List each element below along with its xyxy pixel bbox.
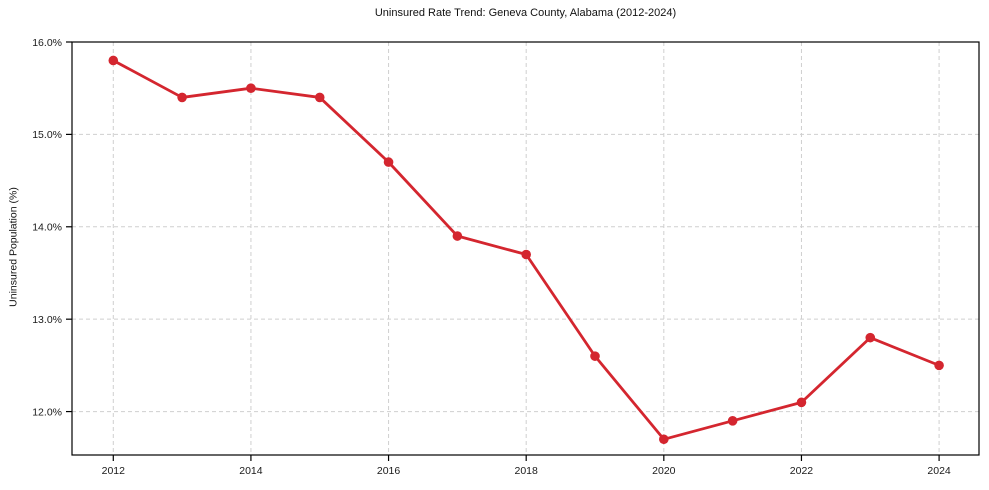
data-point-2016	[383, 157, 394, 167]
data-point-2015	[314, 92, 325, 103]
y-tick-label: 12.0%	[32, 406, 62, 418]
data-point-2023	[865, 332, 876, 343]
y-tick-label: 13.0%	[32, 314, 62, 326]
data-point-2024	[934, 360, 944, 371]
x-tick-label: 2020	[652, 465, 676, 477]
x-tick-label: 2012	[102, 465, 126, 477]
data-point-2020	[659, 434, 669, 445]
x-tick-label: 2022	[790, 465, 814, 477]
x-tick-label: 2016	[377, 465, 401, 477]
data-point-2022	[796, 397, 807, 408]
data-point-2013	[177, 92, 187, 103]
x-tick-label: 2018	[515, 465, 539, 477]
plot-border	[71, 41, 980, 456]
data-point-2014	[246, 83, 256, 93]
data-point-2019	[590, 351, 600, 361]
y-tick-label: 16.0%	[32, 37, 62, 49]
y-tick-label: 14.0%	[32, 222, 62, 234]
data-point-2012	[108, 55, 119, 66]
y-tick-label: 15.0%	[32, 129, 62, 141]
data-point-2017	[452, 231, 463, 241]
data-point-2018	[521, 249, 531, 260]
x-tick-label: 2014	[239, 465, 263, 477]
x-tick-label: 2024	[927, 465, 951, 477]
chart-title: Uninsured Rate Trend: Geneva County, Ala…	[374, 7, 677, 19]
data-point-2021	[727, 416, 738, 426]
